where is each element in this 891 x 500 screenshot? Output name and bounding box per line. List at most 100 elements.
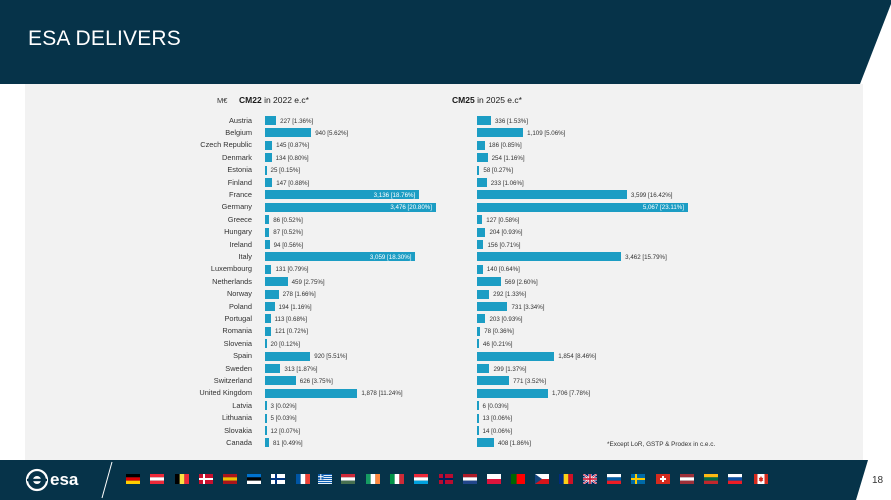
category-label: France (228, 189, 252, 199)
bar-cm22 (265, 227, 270, 237)
hungary-flag (341, 474, 355, 484)
bar-cm22 (265, 438, 269, 448)
category-label: Slovenia (223, 338, 252, 348)
data-label: 156 [0.71%] (487, 241, 521, 249)
bar-cm22 (265, 314, 271, 324)
bar-cm25 (477, 364, 490, 373)
data-label: 134 [0.80%] (275, 154, 309, 162)
slide-title: ESA DELIVERS (28, 27, 181, 50)
bar-cm22 (265, 215, 270, 225)
category-label: Estonia (227, 165, 252, 175)
bar-cm25 (477, 178, 487, 187)
slide-footer (0, 460, 891, 500)
data-label: 94 [0.56%] (273, 241, 304, 249)
data-label: 194 [1.16%] (278, 303, 312, 311)
chart-title-cm25-bold: CM25 (452, 95, 475, 105)
bar-cm22 (265, 413, 267, 423)
data-label: 3 [0.02%] (270, 402, 297, 410)
data-label: 147 [0.88%] (276, 179, 310, 187)
bar-cm22 (265, 289, 279, 299)
category-label: United Kingdom (199, 388, 252, 398)
slovenia-flag (607, 474, 621, 484)
norway-flag (439, 474, 453, 484)
estonia-flag (247, 474, 261, 484)
spain-flag (223, 474, 237, 484)
bar-cm22 (265, 364, 281, 373)
latvia-flag (680, 474, 694, 484)
bar-cm25 (477, 153, 488, 163)
category-label: Denmark (222, 152, 252, 162)
esa-logo-text: esa (50, 470, 79, 489)
data-label: 140 [0.64%] (486, 266, 520, 274)
data-label: 254 [1.16%] (491, 154, 525, 162)
data-label: 3,059 [18.30%] (369, 253, 412, 261)
bar-cm22 (265, 140, 273, 150)
category-label: Sweden (225, 363, 252, 373)
data-label: 731 [3.34%] (511, 303, 545, 311)
bar-cm25 (477, 240, 484, 249)
data-label: 278 [1.66%] (282, 291, 316, 299)
category-label: Italy (238, 251, 252, 261)
slovakia-flag (728, 474, 742, 484)
data-label: 1,706 [7.78%] (552, 390, 591, 398)
category-label: Latvia (232, 400, 252, 410)
slide-header: ESA DELIVERS (0, 0, 891, 84)
content-panel (25, 84, 863, 460)
data-label: 3,476 [20.80%] (390, 204, 432, 212)
category-label: Czech Republic (200, 140, 252, 150)
data-label: 81 [0.49%] (272, 439, 303, 447)
category-label: Greece (227, 214, 252, 224)
category-label: Belgium (225, 127, 252, 137)
data-label: 145 [0.87%] (276, 142, 310, 150)
bar-cm25 (477, 215, 483, 225)
bar-cm22 (265, 277, 288, 287)
bar-cm22 (265, 339, 267, 349)
germany-flag (126, 474, 140, 484)
united-kingdom-flag (583, 474, 597, 484)
bar-cm25 (477, 376, 510, 386)
category-label: Canada (226, 437, 252, 447)
category-label: Netherlands (212, 276, 252, 286)
chart-title-cm22-bold: CM22 (239, 95, 262, 105)
bar-cm22 (265, 240, 270, 249)
bar-cm25 (477, 227, 486, 237)
bar-cm25 (477, 289, 490, 299)
data-label: 1,109 [5.06%] (527, 129, 566, 137)
units-label: M€ (217, 96, 228, 105)
chart-title-cm25-rest: in 2025 e.c* (477, 95, 522, 105)
bar-cm22 (265, 178, 273, 187)
bar-cm22 (265, 153, 272, 163)
bar-cm25 (477, 264, 483, 274)
data-label: 459 [2.75%] (291, 278, 325, 286)
data-label: 121 [0.72%] (274, 328, 308, 336)
data-label: 336 [1.53%] (494, 117, 529, 125)
bar-cm22 (265, 128, 312, 138)
canada-flag (754, 474, 768, 484)
netherlands-flag (463, 474, 477, 484)
bar-cm25 (477, 128, 524, 138)
footnote: *Except LoR, GSTP & Prodex in c.e.c. (607, 441, 716, 448)
data-label: 3,462 [15.79%] (625, 253, 667, 261)
data-label: 113 [0.68%] (274, 315, 308, 323)
bar-cm25 (477, 277, 501, 287)
bar-cm22 (265, 401, 267, 411)
data-label: 626 [3.75%] (299, 377, 333, 385)
bar-cm22 (265, 302, 275, 311)
data-label: 227 [1.36%] (280, 117, 314, 125)
bar-cm22 (265, 326, 271, 336)
chart-title-cm22: CM22 in 2022 e.c* (239, 95, 309, 105)
bar-cm25 (477, 388, 549, 398)
bar-cm22 (265, 252, 416, 262)
data-label: 1,878 [11.24%] (361, 390, 403, 398)
bar-cm22 (265, 116, 277, 125)
data-label: 25 [0.15%] (270, 167, 301, 175)
data-label: 20 [0.12%] (270, 340, 301, 348)
bar-cm25 (477, 252, 622, 262)
data-label: 233 [1.06%] (490, 179, 524, 187)
data-label: 3,136 [18.76%] (373, 191, 416, 199)
data-label: 313 [1.87%] (284, 365, 318, 373)
finland-flag (271, 474, 285, 484)
bar-cm25 (477, 202, 688, 212)
page-number: 18 (872, 475, 884, 486)
data-label: 3,599 [16.42%] (630, 191, 673, 199)
